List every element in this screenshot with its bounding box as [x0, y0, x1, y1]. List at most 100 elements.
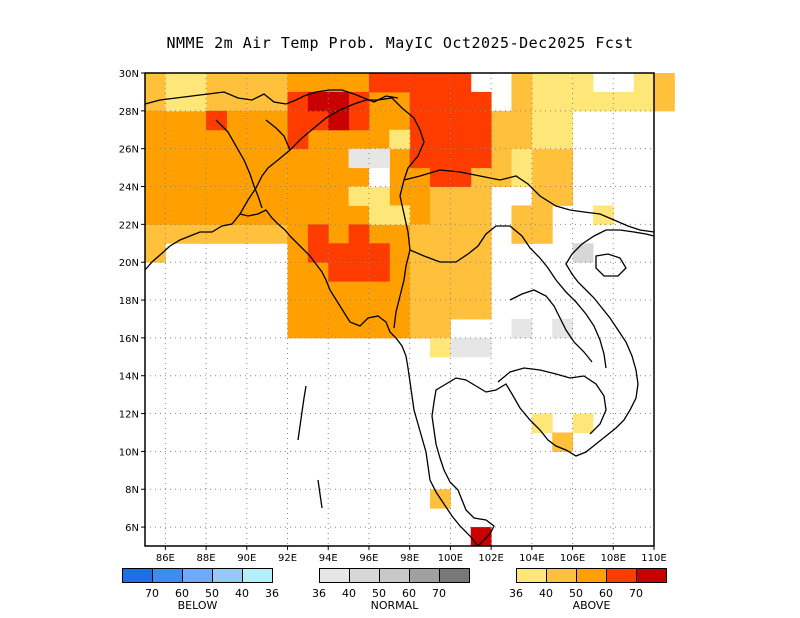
lat-label: 22N [119, 220, 139, 231]
legend-swatch [547, 569, 577, 582]
lon-label: 86E [156, 553, 175, 564]
axis-ticks: 86E 88E 90E 92E 94E 96E 98E 100E 102E 104E 106E 108… [119, 69, 667, 564]
coastlines-and-borders [144, 89, 655, 547]
legend-swatch [637, 569, 666, 582]
lon-label: 108E [601, 553, 626, 564]
probability-cell [409, 318, 451, 339]
probability-cell [409, 73, 472, 93]
hainan-island [595, 253, 627, 277]
legend-swatch [410, 569, 440, 582]
probability-cell [389, 129, 411, 150]
lon-label: 102E [478, 553, 503, 564]
lat-label: 18N [119, 296, 139, 307]
legend-swatch [607, 569, 637, 582]
legend-normal: 36 40 50 60 70 NORMAL [312, 568, 470, 612]
legend-normal-label: NORMAL [370, 599, 419, 612]
probability-cell [450, 337, 492, 358]
legend-swatch [440, 569, 469, 582]
gulf-of-thailand-coast [431, 229, 655, 547]
legend-swatch [153, 569, 183, 582]
probability-cell [633, 73, 655, 93]
lat-label: 12N [119, 410, 139, 421]
legend-value: 70 [629, 587, 643, 600]
probability-cell [511, 148, 533, 188]
probability-cell [328, 243, 390, 282]
probability-cell [531, 73, 594, 93]
lat-label: 26N [119, 145, 139, 156]
legend-value: 50 [372, 587, 386, 600]
legend-swatch [380, 569, 410, 582]
probability-cell [511, 73, 533, 112]
lat-label: 20N [119, 258, 139, 269]
nicobar-islands [317, 479, 323, 509]
legend-normal-swatches [319, 568, 470, 583]
probability-cell [633, 91, 655, 112]
laos-vietnam-border [509, 289, 593, 363]
legend-value: 36 [265, 587, 279, 600]
legend-normal-values: 36 40 50 60 70 [312, 587, 470, 600]
legend-value: 60 [175, 587, 189, 600]
legend-above-values: 36 40 50 60 70 [509, 587, 667, 600]
probability-cell [511, 318, 533, 339]
probability-cell [348, 186, 390, 206]
legend-value: 40 [539, 587, 553, 600]
legend-value: 50 [569, 587, 583, 600]
lon-label: 100E [438, 553, 463, 564]
lon-label: 92E [278, 553, 297, 564]
bangladesh-border [215, 119, 263, 209]
india-northeast-border [265, 119, 291, 151]
legend-swatch [350, 569, 380, 582]
legend-below-swatches [122, 568, 273, 583]
legend-below-values: 70 60 50 40 36 [122, 587, 279, 600]
plot-frame [144, 72, 655, 547]
legend-value: 70 [145, 587, 159, 600]
bay-of-bengal-coast [144, 209, 479, 547]
lat-label: 8N [125, 485, 139, 496]
legend-value: 40 [342, 587, 356, 600]
probability-cell [328, 110, 350, 131]
probability-cell [145, 243, 166, 263]
probability-cell [654, 73, 675, 112]
legend-value: 36 [312, 587, 326, 600]
probability-cell [307, 243, 329, 263]
legend-value: 36 [509, 587, 523, 600]
probability-cell [368, 73, 411, 93]
probability-cell [470, 527, 492, 547]
lat-label: 6N [125, 523, 139, 534]
probability-cell [307, 91, 350, 112]
probability-cell [165, 73, 207, 112]
lat-label: 24N [119, 183, 139, 194]
legend-below: 70 60 50 40 36 BELOW [122, 568, 279, 612]
probability-cell [572, 413, 594, 433]
lat-label: 16N [119, 334, 139, 345]
thailand-laos-border [409, 225, 607, 369]
probability-cell [430, 337, 451, 358]
probability-cell [287, 110, 309, 150]
lon-label: 88E [197, 553, 216, 564]
legend-swatch [123, 569, 153, 582]
china-southern-border [403, 169, 655, 233]
legend-value: 60 [599, 587, 613, 600]
legend-swatch [320, 569, 350, 582]
lon-label: 98E [400, 553, 419, 564]
cambodia-border [497, 367, 607, 435]
andaman-islands [297, 385, 307, 441]
legend-swatch [183, 569, 213, 582]
probability-cell [348, 224, 370, 244]
probability-cell [531, 91, 574, 112]
legend-value: 60 [402, 587, 416, 600]
legend-above-swatches [516, 568, 667, 583]
probability-cell [409, 91, 492, 169]
legend-above-label: ABOVE [572, 599, 611, 612]
legend-value: 70 [432, 587, 446, 600]
lon-label: 110E [641, 553, 666, 564]
legend-above: 36 40 50 60 70 ABOVE [509, 568, 667, 612]
probability-cell [531, 148, 574, 206]
lon-label: 96E [359, 553, 378, 564]
legend-swatch [243, 569, 272, 582]
legend-value: 40 [235, 587, 249, 600]
probability-cell [368, 148, 390, 169]
lat-label: 10N [119, 447, 139, 458]
legend-swatch [213, 569, 243, 582]
